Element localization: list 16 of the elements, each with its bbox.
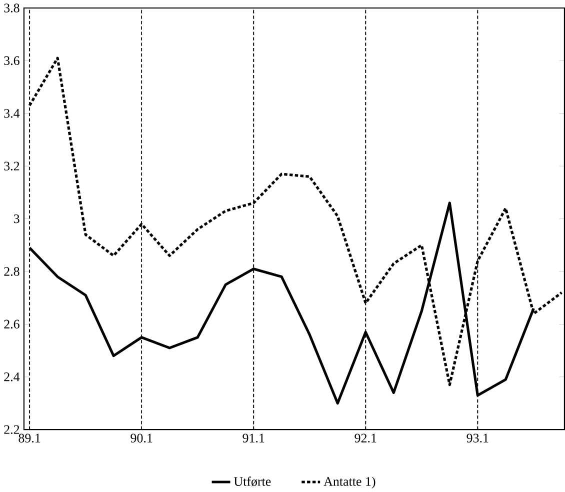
x-tick-label: 91.1 xyxy=(242,434,264,443)
legend-label: Antatte 1) xyxy=(324,476,376,489)
x-tick-label: 89.1 xyxy=(18,434,40,443)
x-tick-label: 92.1 xyxy=(354,434,376,443)
y-tick-label: 3.4 xyxy=(4,109,20,118)
y-tick-label: 3 xyxy=(14,214,20,224)
legend-label: Utførte xyxy=(234,476,271,486)
y-tick-label: 2.2 xyxy=(4,425,20,434)
y-tick-label: 2.6 xyxy=(4,320,20,329)
y-tick-label: 3.8 xyxy=(4,4,20,13)
y-tick-label: 3.2 xyxy=(4,162,20,171)
y-tick-label: 2.8 xyxy=(4,267,20,276)
y-tick-label: 3.6 xyxy=(4,56,20,66)
x-tick-label: 90.1 xyxy=(130,434,152,443)
y-tick-label: 2.4 xyxy=(4,372,20,382)
x-tick-label: 93.1 xyxy=(466,434,488,443)
